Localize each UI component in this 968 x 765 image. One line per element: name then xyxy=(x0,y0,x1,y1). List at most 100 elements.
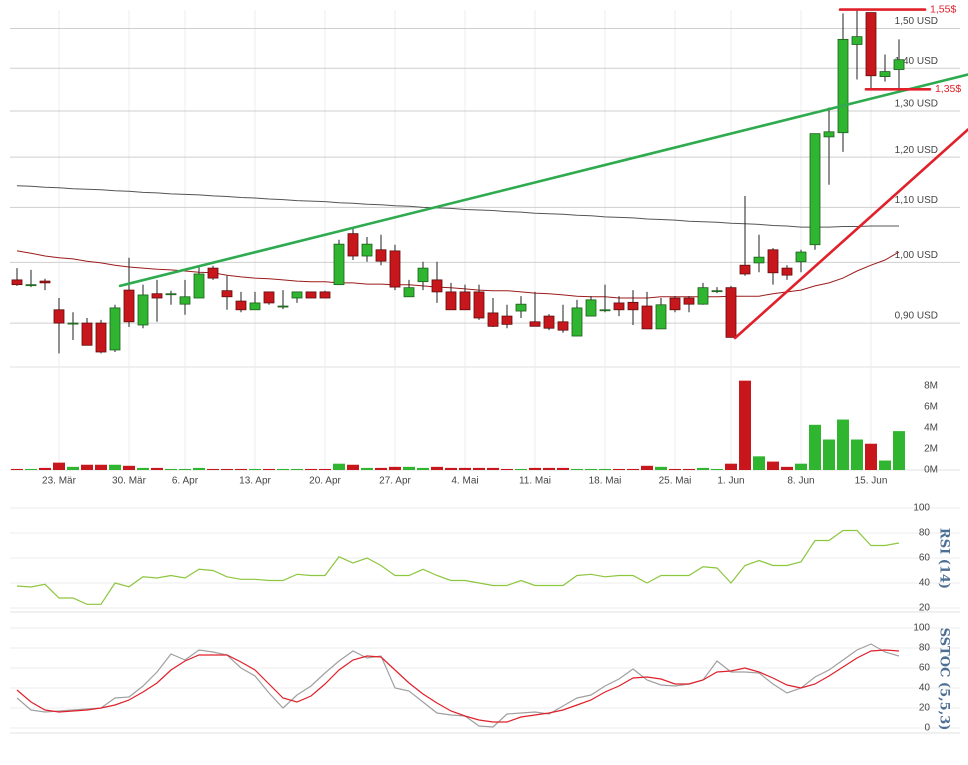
candle-body xyxy=(641,305,653,330)
candle-body xyxy=(515,303,527,312)
volume-bar xyxy=(627,468,639,470)
y-tick-label: 1,30 USD xyxy=(895,99,938,110)
x-tick-label: 15. Jun xyxy=(855,476,888,487)
volume-bar xyxy=(851,439,863,470)
candle-body xyxy=(501,315,513,325)
volume-bar xyxy=(893,431,905,470)
volume-bar xyxy=(25,468,37,470)
x-tick-label: 11. Mai xyxy=(519,476,551,487)
volume-bar xyxy=(249,468,261,470)
candle-body xyxy=(851,36,863,45)
candle-body xyxy=(669,297,681,311)
volume-bar xyxy=(277,468,289,470)
y-tick-label: 100 xyxy=(913,623,930,634)
candle-body xyxy=(613,302,625,311)
candle-body xyxy=(95,322,107,353)
candle-body xyxy=(459,291,471,311)
y-tick-label: 0,90 USD xyxy=(895,311,938,322)
volume-bar xyxy=(557,467,569,470)
volume-bar xyxy=(459,467,471,470)
candle-body xyxy=(67,322,79,325)
level-label: 1,35$ xyxy=(935,83,961,95)
volume-bar xyxy=(473,467,485,470)
candle-body xyxy=(445,291,457,311)
candle-body xyxy=(123,289,135,323)
candle-body xyxy=(767,249,779,274)
volume-bar xyxy=(305,468,317,470)
y-tick-label: 60 xyxy=(919,663,931,674)
level-label: 1,55$ xyxy=(930,3,956,15)
candle-body xyxy=(711,290,723,293)
volume-bar xyxy=(767,461,779,470)
candle-body xyxy=(249,302,261,311)
volume-bar xyxy=(865,443,877,470)
volume-bar xyxy=(599,468,611,470)
volume-bar xyxy=(641,465,653,470)
y-tick-label: 80 xyxy=(919,528,931,539)
candle-body xyxy=(753,256,765,264)
x-tick-label: 6. Apr xyxy=(172,476,199,487)
volume-bar xyxy=(403,466,415,470)
candle-body xyxy=(879,71,891,77)
y-tick-label: 2M xyxy=(924,444,938,455)
candle-body xyxy=(655,304,667,330)
indicator-line xyxy=(16,529,900,605)
x-tick-label: 1. Jun xyxy=(717,476,744,487)
volume-bar xyxy=(487,467,499,470)
candle-body xyxy=(557,321,569,331)
candle-body xyxy=(193,273,205,299)
volume-bar xyxy=(165,468,177,470)
volume-bar xyxy=(347,464,359,470)
y-tick-label: 6M xyxy=(924,402,938,413)
candle-body xyxy=(529,321,541,327)
y-tick-label: 40 xyxy=(919,683,931,694)
x-tick-label: 27. Apr xyxy=(379,476,411,487)
x-tick-label: 18. Mai xyxy=(589,476,622,487)
y-tick-label: 40 xyxy=(919,578,931,589)
candle-body xyxy=(823,131,835,138)
volume-bar xyxy=(179,468,191,470)
candle-body xyxy=(627,301,639,311)
candle-body xyxy=(739,264,751,275)
volume-bar xyxy=(697,467,709,470)
indicator-line xyxy=(16,643,900,728)
candle-body xyxy=(361,243,373,257)
volume-bar xyxy=(501,468,513,470)
y-tick-label: 60 xyxy=(919,553,931,564)
candle-body xyxy=(865,12,877,77)
candle-body xyxy=(81,322,93,346)
volume-bar xyxy=(235,468,247,470)
volume-bar xyxy=(123,465,135,470)
volume-bar xyxy=(53,462,65,470)
y-tick-label: 1,00 USD xyxy=(895,250,938,261)
candle-body xyxy=(151,293,163,299)
candle-body xyxy=(837,38,849,134)
volume-bar xyxy=(11,468,23,470)
x-tick-label: 20. Apr xyxy=(309,476,341,487)
volume-bar xyxy=(193,467,205,470)
candle-body xyxy=(795,251,807,263)
volume-bar xyxy=(221,468,233,470)
y-tick-label: 0M xyxy=(924,465,938,476)
candle-body xyxy=(109,307,121,351)
y-tick-label: 20 xyxy=(919,603,931,614)
candle-body xyxy=(473,291,485,319)
volume-bar xyxy=(613,468,625,470)
candle-body xyxy=(221,290,233,298)
volume-bar xyxy=(725,463,737,470)
volume-bar xyxy=(879,460,891,470)
candle-body xyxy=(375,249,387,262)
indicator-line xyxy=(16,649,900,723)
volume-bar xyxy=(137,467,149,470)
candle-body xyxy=(543,315,555,329)
candle-body xyxy=(179,296,191,305)
candle-body xyxy=(235,300,247,311)
candle-body xyxy=(165,293,177,296)
candle-body xyxy=(347,233,359,257)
candle-body xyxy=(53,309,65,324)
volume-bar xyxy=(753,456,765,470)
volume-bar xyxy=(445,467,457,470)
y-tick-label: 1,20 USD xyxy=(895,145,938,156)
